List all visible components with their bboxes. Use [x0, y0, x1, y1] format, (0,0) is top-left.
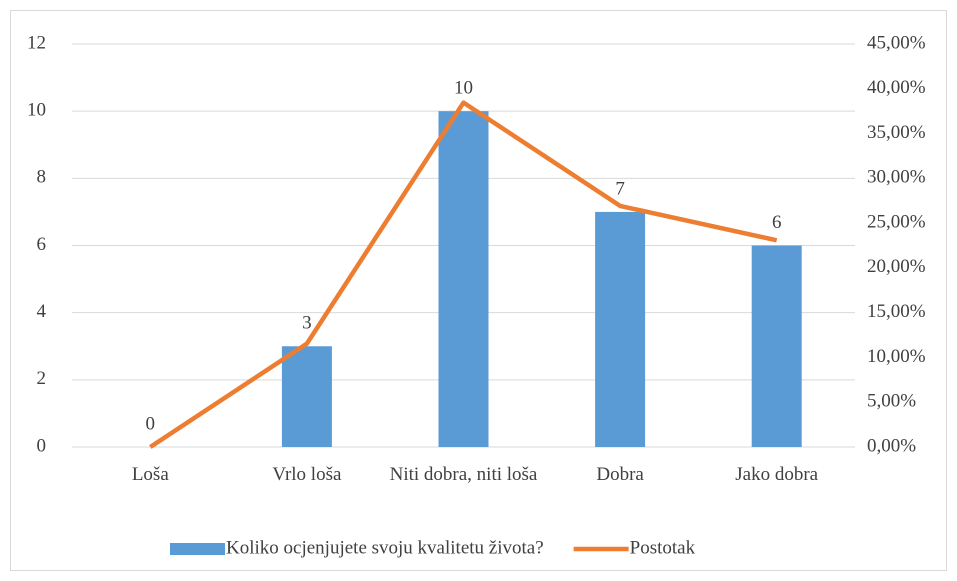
y2-tick-label: 45,00%: [867, 32, 926, 53]
y-tick-label: 2: [37, 368, 47, 389]
y2-tick-label: 0,00%: [867, 435, 916, 456]
bar: [438, 111, 489, 448]
y2-tick-label: 25,00%: [867, 211, 926, 232]
y2-tick-label: 20,00%: [867, 256, 926, 277]
y2-tick-label: 10,00%: [867, 346, 926, 367]
y2-tick-label: 30,00%: [867, 167, 926, 188]
x-tick-label: Loša: [131, 464, 169, 485]
y-tick-label: 10: [27, 100, 46, 121]
x-tick-label: Vrlo loša: [272, 464, 342, 485]
line-series: [149, 100, 778, 449]
x-tick-label: Niti dobra, niti loša: [389, 464, 538, 485]
y-tick-label: 8: [37, 167, 47, 188]
x-tick-label: Dobra: [596, 464, 644, 485]
bar: [281, 346, 332, 447]
bar: [595, 211, 646, 447]
data-label: 7: [615, 178, 625, 199]
legend-label: Postotak: [630, 537, 696, 558]
y2-tick-label: 35,00%: [867, 122, 926, 143]
y-tick-label: 6: [37, 234, 47, 255]
data-label: 6: [772, 212, 782, 233]
bar: [751, 245, 802, 447]
data-label: 10: [454, 78, 473, 99]
legend-label: Koliko ocjenjujete svoju kvalitetu život…: [226, 537, 544, 558]
y2-tick-label: 15,00%: [867, 301, 926, 322]
data-label: 0: [146, 413, 156, 434]
legend-swatch: [170, 543, 225, 555]
y2-tick-label: 5,00%: [867, 391, 916, 412]
y-tick-label: 12: [27, 32, 46, 53]
y2-tick-label: 40,00%: [867, 77, 926, 98]
y-tick-label: 4: [37, 301, 47, 322]
y-tick-label: 0: [37, 435, 47, 456]
x-tick-label: Jako dobra: [735, 464, 819, 485]
data-label: 3: [302, 313, 312, 334]
